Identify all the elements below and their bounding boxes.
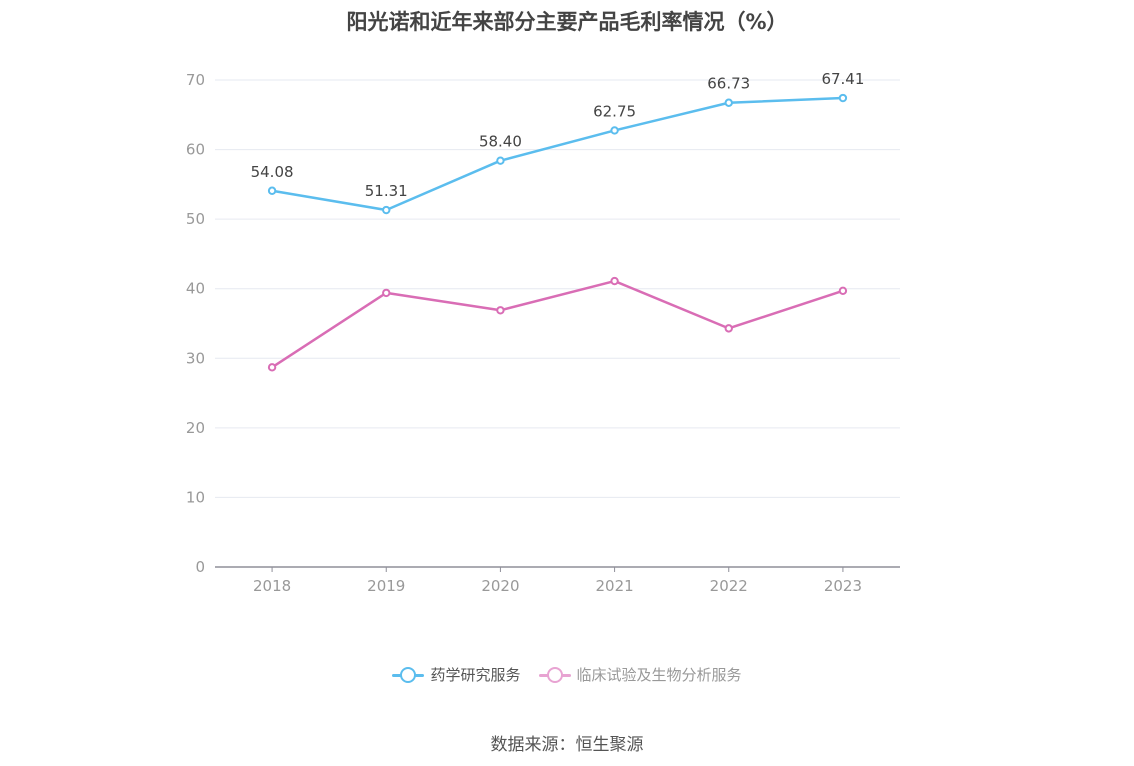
data-label: 62.75: [593, 102, 636, 120]
series-line-2: [271, 279, 844, 369]
data-label: 51.31: [365, 182, 408, 200]
data-label: 54.08: [251, 163, 294, 181]
line-chart: 0 10 20 30 40 50 60 70 2018 2019 2020 2021 2022 2023 5…: [186, 70, 900, 595]
x-tick-label: 2018: [253, 577, 291, 595]
data-point: [610, 126, 619, 135]
data-point: [267, 363, 277, 372]
y-tick-label: 60: [186, 141, 205, 159]
x-tick-label: 2021: [595, 577, 633, 595]
x-tick-label: 2022: [710, 577, 748, 595]
data-label: 58.40: [479, 133, 522, 151]
data-point: [382, 288, 391, 298]
data-point: [496, 156, 505, 165]
legend-item-pharma-research[interactable]: 药学研究服务: [392, 664, 521, 685]
x-tick-label: 2023: [824, 577, 862, 595]
data-point: [724, 324, 733, 333]
y-tick-label: 50: [186, 210, 205, 228]
y-tick-label: 20: [186, 419, 205, 437]
series-line-1: [271, 96, 843, 212]
data-point: [496, 306, 505, 315]
data-point: [724, 98, 733, 107]
data-point: [838, 93, 848, 103]
chart-title: 阳光诺和近年来部分主要产品毛利率情况（%）: [346, 10, 788, 34]
y-tick-label: 0: [195, 558, 205, 576]
data-point: [838, 286, 848, 296]
data-point: [267, 186, 277, 195]
chart-legend: 药学研究服务 临床试验及生物分析服务: [0, 664, 1134, 685]
x-tick-label: 2019: [367, 577, 405, 595]
y-tick-label: 70: [186, 71, 205, 89]
data-source: 数据来源：恒生聚源: [490, 735, 644, 755]
y-tick-label: 30: [186, 349, 205, 367]
data-point: [382, 205, 391, 215]
y-tick-label: 10: [186, 488, 205, 506]
legend-marker-icon: [392, 666, 425, 683]
data-label: 67.41: [821, 70, 864, 88]
legend-marker-icon: [538, 666, 571, 683]
legend-label: 临床试验及生物分析服务: [576, 666, 742, 684]
data-point: [610, 276, 619, 286]
x-tick-label: 2020: [481, 577, 519, 595]
y-tick-label: 40: [186, 280, 205, 298]
legend-label: 药学研究服务: [430, 666, 521, 684]
data-label: 66.73: [707, 75, 750, 93]
legend-item-clinical-trials[interactable]: 临床试验及生物分析服务: [538, 664, 742, 685]
